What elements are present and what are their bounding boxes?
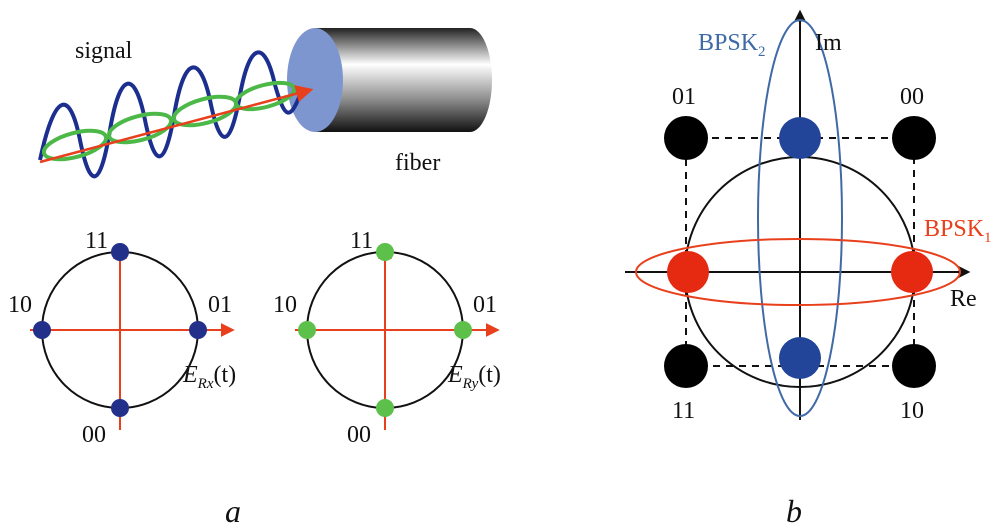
label-10: 10 [273,292,297,318]
label-01: 01 [672,84,696,110]
caption-a: a [225,493,241,529]
symbol: E [182,362,198,388]
subscript: Ry [462,376,479,392]
bpsk1-label: BPSK1 [924,216,992,246]
subscript: Rx [197,376,214,392]
label-11: 11 [350,228,373,254]
re-label: Re [950,286,977,312]
axis-label-erx: ERx(t) [182,362,236,392]
label-10: 10 [8,292,32,318]
label-10: 10 [900,398,924,424]
symbol: E [447,362,463,388]
fiber [287,28,492,132]
signal-label: signal [75,38,133,64]
bpsk2-label: BPSK2 [698,30,766,60]
im-label: Im [815,30,842,56]
name: BPSK [924,216,985,242]
subscript: 2 [758,44,766,60]
constellation-qpsk [625,12,968,420]
label-01: 01 [208,292,232,318]
label-11: 11 [672,398,695,424]
label-11: 11 [85,228,108,254]
argument: (t) [214,362,237,388]
label-00: 00 [347,422,371,448]
name: BPSK [698,30,759,56]
label-00: 00 [82,422,106,448]
subscript: 1 [984,230,992,246]
axis-label-ery: ERy(t) [447,362,501,392]
constellation-x [30,243,232,430]
label-01: 01 [473,292,497,318]
fiber-label: fiber [395,150,440,176]
signal-wave [40,52,310,176]
figure: signal fiber 11 10 01 00 ERx(t) 11 10 01… [0,0,1007,532]
caption-b: b [786,493,802,529]
argument: (t) [478,362,501,388]
label-00: 00 [900,84,924,110]
constellation-y [295,243,497,430]
